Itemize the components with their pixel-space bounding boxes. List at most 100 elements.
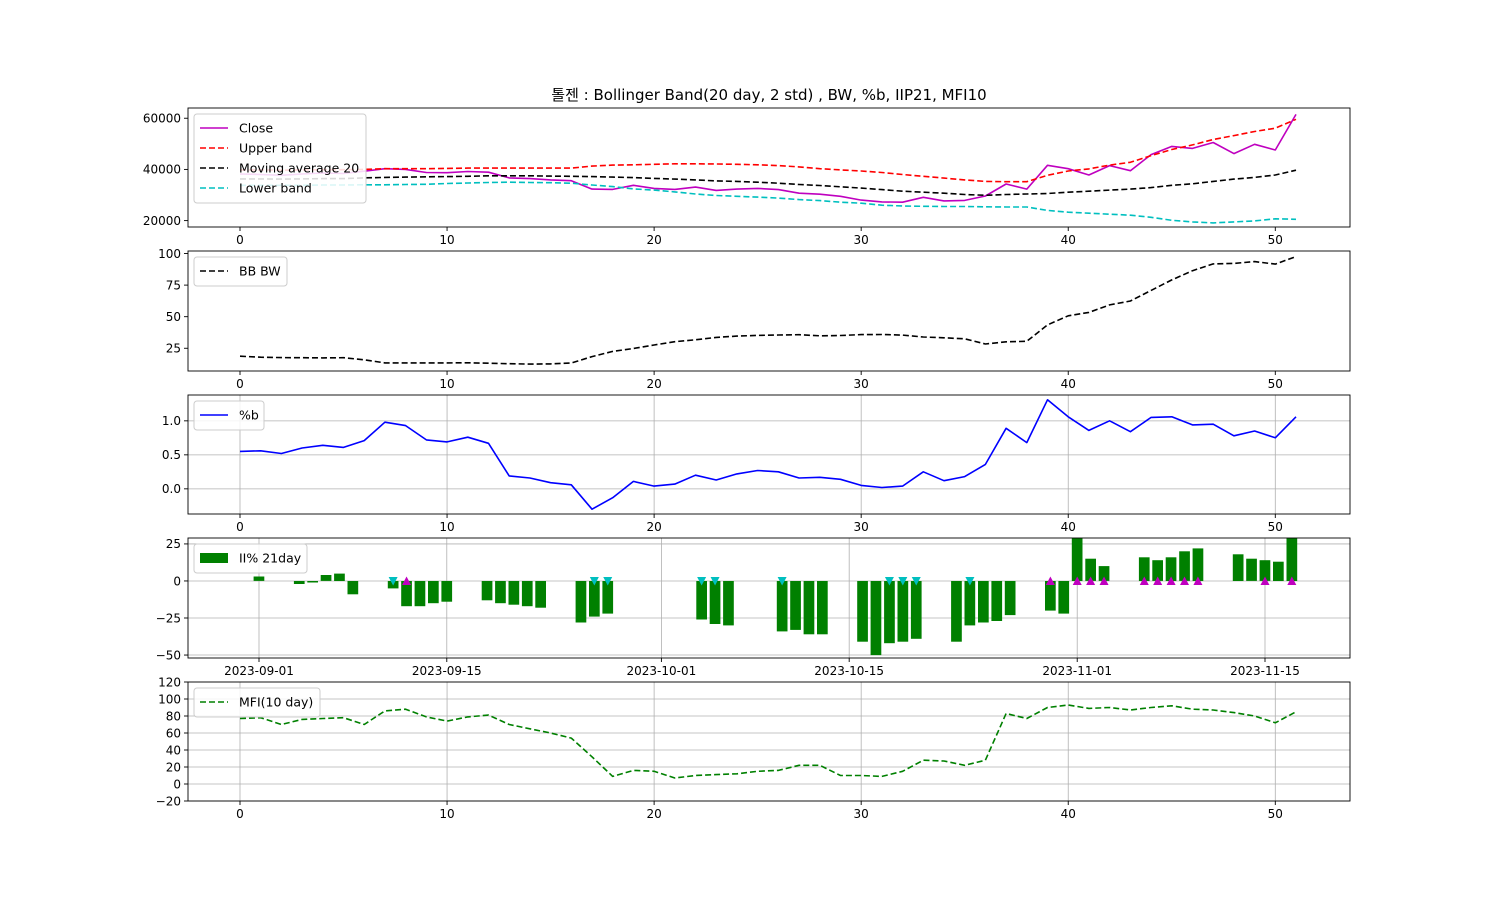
bar (589, 581, 600, 617)
y-tick-label: 1.0 (162, 414, 181, 428)
x-tick-label: 2023-11-01 (1042, 664, 1112, 678)
x-tick-label: 10 (439, 807, 454, 821)
bar (1085, 558, 1096, 581)
legend: II% 21day (193, 543, 308, 574)
x-tick-label: 20 (646, 377, 661, 391)
x-tick-label: 0 (236, 233, 244, 247)
bar (803, 581, 815, 635)
bar (401, 581, 412, 607)
legend-box (193, 400, 265, 431)
bar (320, 575, 332, 581)
x-tick-label: 40 (1061, 520, 1076, 534)
buy-marker (1099, 576, 1109, 585)
sell-marker (388, 576, 398, 586)
x-tick-label: 2023-09-01 (224, 664, 294, 678)
y-tick-label: 0.0 (162, 482, 181, 496)
y-tick-label: 0.5 (162, 448, 181, 462)
series-line-lower (240, 181, 1297, 224)
buy-marker (1072, 576, 1082, 585)
buy-marker (402, 576, 412, 585)
y-tick-label: 25 (166, 342, 181, 356)
legend: %b (193, 400, 265, 431)
sell-marker (777, 576, 787, 586)
bar (1004, 581, 1016, 616)
legend-label: MFI(10 day) (239, 695, 313, 710)
bar (1071, 538, 1083, 581)
legend-swatch (200, 553, 228, 563)
bar (817, 581, 828, 635)
series-line-mfi (239, 704, 1297, 779)
bar (951, 581, 962, 642)
bar (790, 581, 801, 630)
x-tick-label: 10 (439, 520, 454, 534)
bar (910, 581, 922, 639)
x-tick-label: 50 (1268, 807, 1283, 821)
bar (347, 581, 359, 595)
bar (1138, 557, 1150, 581)
x-tick-label: 0 (236, 377, 244, 391)
sell-marker (911, 576, 921, 586)
bar (964, 581, 976, 626)
series-line-upper (240, 118, 1297, 183)
buy-marker (1086, 576, 1096, 585)
legend-label: BB BW (239, 264, 281, 279)
bar (253, 576, 265, 581)
bar (978, 581, 989, 623)
buy-marker (1260, 576, 1270, 585)
axes-frame (187, 681, 1351, 802)
x-tick-label: 30 (854, 520, 869, 534)
y-tick-label: 100 (158, 692, 181, 706)
bar (602, 581, 614, 614)
legend: Close Upper band Moving average 20 Lower ba… (193, 113, 367, 204)
y-tick-label: −20 (156, 794, 181, 808)
buy-marker (1045, 576, 1055, 585)
sell-marker (965, 576, 975, 586)
axes-frame (187, 107, 1351, 228)
bar (723, 581, 734, 626)
bar (709, 581, 721, 624)
x-tick-label: 40 (1061, 807, 1076, 821)
y-tick-label: 25 (166, 537, 181, 551)
bar (535, 581, 546, 608)
y-tick-label: 0 (173, 574, 181, 588)
bar (1152, 560, 1163, 581)
plot-area (188, 108, 1350, 227)
x-tick-label: 2023-10-01 (627, 664, 697, 678)
buy-marker (1139, 576, 1149, 585)
bar (1058, 581, 1070, 614)
legend-label: Close (239, 121, 273, 136)
x-tick-label: 30 (854, 377, 869, 391)
x-tick-label: 2023-11-15 (1230, 664, 1300, 678)
buy-marker (1153, 576, 1163, 585)
legend-box (193, 113, 367, 204)
panel-iip21: 2023-09-01 2023-09-15 2023-10-01 2023-10-15… (156, 537, 1351, 678)
bar (857, 581, 868, 642)
bar (1098, 566, 1110, 581)
legend-box (193, 543, 308, 574)
x-tick-label: 2023-10-15 (814, 664, 884, 678)
x-tick-label: 0 (236, 807, 244, 821)
bar (495, 581, 506, 604)
legend-box (193, 256, 288, 287)
bar (293, 581, 305, 584)
x-tick-label: 10 (439, 377, 454, 391)
bar (307, 581, 318, 583)
y-tick-label: 60000 (143, 112, 181, 126)
y-tick-label: 40 (166, 743, 181, 757)
bar (481, 581, 493, 601)
y-tick-label: 20 (166, 760, 181, 774)
x-tick-label: 30 (854, 807, 869, 821)
sell-marker (884, 576, 894, 586)
x-tick-label: 30 (854, 233, 869, 247)
legend-label: Moving average 20 (239, 161, 359, 176)
plot-area (188, 251, 1350, 371)
y-tick-label: 75 (166, 278, 181, 292)
bar (428, 581, 439, 604)
bar (897, 581, 909, 642)
x-tick-label: 0 (236, 520, 244, 534)
bar (1192, 548, 1204, 581)
legend-label: Upper band (239, 141, 312, 156)
x-tick-label: 10 (439, 233, 454, 247)
bar (1045, 581, 1056, 611)
